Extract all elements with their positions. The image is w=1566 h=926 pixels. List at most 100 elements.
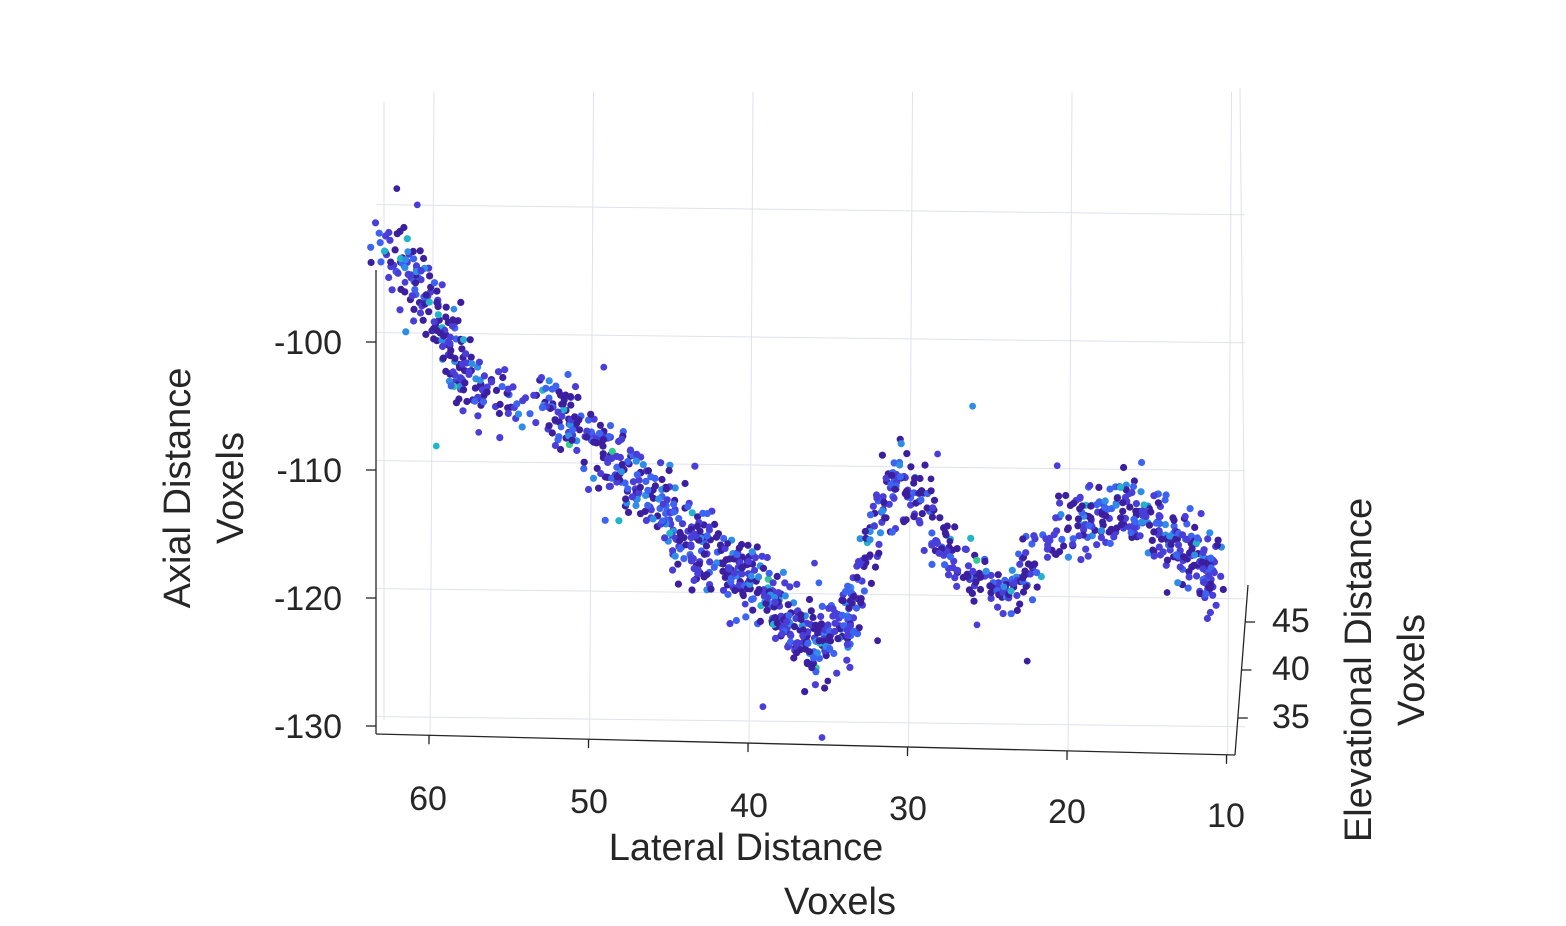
- data-point: [1191, 523, 1199, 532]
- data-point: [841, 588, 850, 596]
- data-point: [669, 547, 677, 555]
- data-point: [601, 516, 609, 524]
- data-point: [741, 600, 749, 608]
- data-point: [843, 640, 852, 649]
- data-point: [732, 616, 741, 625]
- data-point: [1191, 551, 1199, 559]
- data-point: [856, 560, 864, 568]
- data-point: [881, 514, 889, 522]
- data-point: [928, 560, 936, 569]
- data-point: [762, 599, 770, 608]
- data-point: [982, 567, 990, 575]
- data-point: [927, 487, 935, 495]
- data-point: [393, 185, 401, 193]
- data-point: [765, 569, 773, 577]
- data-point: [1138, 518, 1146, 526]
- data-point: [817, 620, 826, 628]
- data-point: [460, 386, 468, 394]
- data-point: [655, 495, 663, 503]
- data-point: [809, 613, 817, 622]
- data-point: [545, 422, 553, 430]
- data-point: [409, 247, 417, 255]
- data-point: [799, 632, 807, 640]
- data-point: [1219, 585, 1227, 594]
- data-point: [707, 585, 715, 593]
- data-point: [587, 410, 595, 418]
- data-point: [382, 232, 390, 240]
- data-point: [793, 649, 801, 657]
- data-point: [380, 247, 389, 255]
- data-point: [420, 254, 428, 263]
- data-point: [552, 382, 560, 390]
- data-point: [690, 530, 698, 538]
- data-point: [1013, 606, 1021, 615]
- data-point: [1097, 527, 1105, 535]
- data-point: [376, 239, 384, 247]
- data-point: [705, 523, 713, 531]
- data-point: [659, 500, 667, 508]
- data-point: [599, 450, 607, 458]
- data-point: [1062, 491, 1070, 500]
- data-point: [1136, 532, 1144, 540]
- data-point: [875, 549, 883, 557]
- data-point: [726, 620, 734, 628]
- data-point: [946, 538, 954, 545]
- x-axis-line: [375, 733, 1236, 756]
- data-point: [903, 450, 911, 458]
- data-points: [367, 185, 1227, 741]
- data-point: [642, 477, 650, 485]
- data-point: [976, 585, 985, 594]
- data-point: [483, 383, 491, 391]
- data-point: [1074, 522, 1082, 530]
- data-point: [447, 382, 455, 390]
- data-point: [1172, 551, 1180, 559]
- data-point: [606, 482, 615, 490]
- data-point: [658, 475, 666, 484]
- data-point: [856, 535, 864, 543]
- data-point: [693, 522, 701, 531]
- data-point: [994, 603, 1002, 611]
- data-point: [824, 621, 832, 629]
- data-point: [801, 688, 809, 696]
- data-point: [688, 509, 696, 517]
- grid-line: [375, 716, 1246, 728]
- x-tick-label: 50: [570, 783, 608, 821]
- data-point: [1043, 553, 1052, 561]
- data-point: [818, 734, 826, 741]
- data-point: [499, 373, 507, 382]
- data-point: [1087, 502, 1095, 510]
- z-tick-label: 40: [1272, 650, 1310, 688]
- data-point: [492, 386, 501, 394]
- data-point: [1207, 582, 1215, 591]
- data-point: [1120, 463, 1128, 472]
- data-point: [408, 292, 416, 300]
- data-point: [804, 639, 812, 648]
- data-point: [748, 548, 756, 556]
- data-point: [779, 568, 788, 577]
- data-point: [456, 374, 465, 382]
- data-point: [1117, 514, 1125, 522]
- data-point: [1174, 541, 1183, 549]
- data-point: [407, 271, 415, 279]
- data-point: [644, 467, 653, 475]
- data-point: [1122, 486, 1130, 494]
- data-point: [583, 433, 591, 441]
- data-point: [758, 552, 766, 560]
- data-point: [712, 533, 721, 541]
- data-point: [773, 619, 781, 627]
- data-point: [888, 471, 896, 479]
- data-point: [626, 446, 635, 454]
- data-point: [1101, 497, 1109, 505]
- data-point: [976, 573, 985, 581]
- data-point: [1107, 525, 1115, 534]
- data-point: [460, 336, 468, 344]
- data-point: [821, 684, 829, 692]
- data-point: [702, 542, 711, 550]
- data-point: [592, 439, 601, 447]
- data-point: [759, 703, 767, 711]
- data-point: [1185, 573, 1193, 581]
- data-point: [1085, 522, 1093, 530]
- data-point: [1099, 518, 1107, 526]
- data-point: [861, 527, 869, 536]
- data-point: [542, 384, 550, 392]
